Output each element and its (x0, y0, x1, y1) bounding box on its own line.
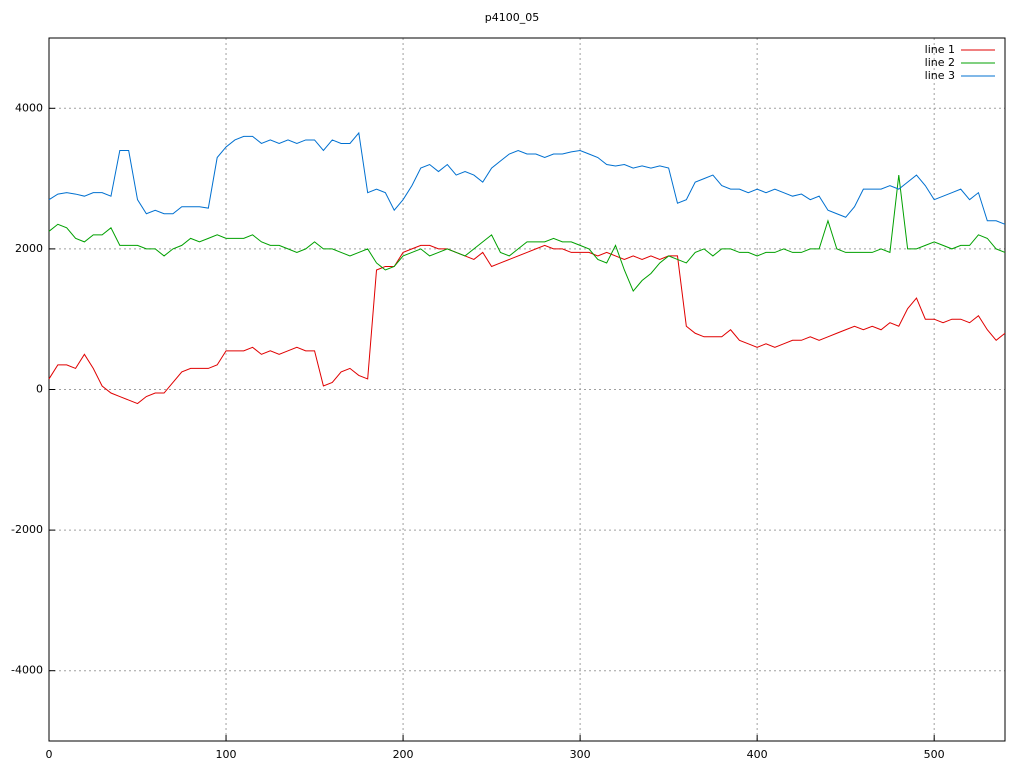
legend-label: line 2 (925, 56, 955, 69)
x-tick-label: 300 (570, 748, 591, 761)
y-tick-label: 2000 (15, 242, 43, 255)
series-line (48, 131, 1006, 225)
y-tick-label: -2000 (11, 523, 43, 536)
legend-label: line 1 (925, 43, 955, 56)
x-tick-label: 200 (393, 748, 414, 761)
legend-label: line 3 (925, 69, 955, 82)
series-line (48, 244, 1006, 405)
x-tick-label: 400 (747, 748, 768, 761)
y-tick-label: -4000 (11, 664, 43, 677)
plot-frame (48, 37, 1006, 742)
x-tick-label: 0 (46, 748, 53, 761)
y-tick-label: 4000 (15, 101, 43, 114)
x-tick-label: 100 (216, 748, 237, 761)
y-tick-label: 0 (36, 383, 43, 396)
x-tick-label: 500 (924, 748, 945, 761)
series-line (48, 175, 1006, 293)
chart-title: p4100_05 (485, 11, 539, 24)
